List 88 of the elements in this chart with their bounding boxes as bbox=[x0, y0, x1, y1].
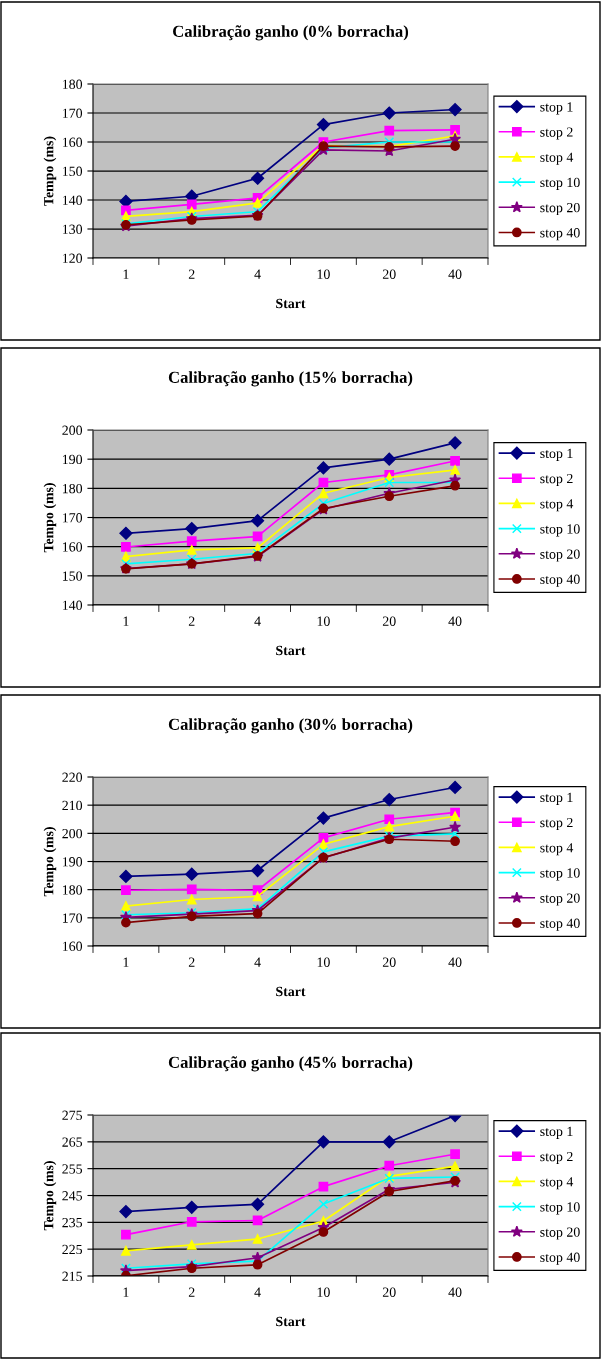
chart-title: Calibração ganho (30% borracha) bbox=[168, 718, 413, 734]
y-tick-label: 235 bbox=[62, 1217, 83, 1228]
legend-label: stop 2 bbox=[540, 817, 573, 831]
y-tick-label: 220 bbox=[62, 772, 83, 782]
x-tick-label: 40 bbox=[448, 616, 462, 626]
legend-label: stop 2 bbox=[540, 473, 573, 487]
legend-label: stop 2 bbox=[540, 1151, 573, 1165]
x-axis-title: Start bbox=[276, 645, 306, 656]
x-tick-label: 40 bbox=[448, 957, 462, 967]
y-tick-label: 140 bbox=[62, 195, 83, 205]
y-tick-label: 180 bbox=[62, 483, 83, 494]
x-tick-label: 1 bbox=[123, 269, 129, 279]
y-tick-label: 150 bbox=[62, 571, 83, 581]
y-tick-label: 190 bbox=[62, 857, 83, 867]
x-tick-label: 40 bbox=[448, 1287, 462, 1297]
x-tick-label: 2 bbox=[188, 957, 195, 967]
y-tick-label: 180 bbox=[62, 885, 83, 895]
y-tick-label: 245 bbox=[62, 1191, 83, 1201]
y-tick-label: 170 bbox=[62, 913, 83, 923]
legend-label: stop 4 bbox=[540, 1177, 574, 1190]
legend-label: stop 10 bbox=[540, 1202, 580, 1215]
x-tick-label: 20 bbox=[382, 1287, 396, 1297]
x-tick-label: 4 bbox=[254, 269, 261, 279]
legend-label: stop 10 bbox=[540, 524, 580, 537]
x-tick-label: 10 bbox=[317, 1287, 330, 1297]
x-tick-label: 4 bbox=[254, 1287, 261, 1297]
x-tick-label: 10 bbox=[317, 616, 330, 626]
y-axis-title: Tempo (ms) bbox=[43, 827, 57, 897]
x-tick-label: 10 bbox=[317, 957, 330, 967]
y-tick-label: 140 bbox=[62, 600, 83, 610]
y-axis-title: Tempo (ms) bbox=[43, 136, 57, 206]
legend-label: stop 2 bbox=[540, 127, 573, 140]
legend-label: stop 20 bbox=[540, 549, 580, 562]
legend-label: stop 1 bbox=[540, 792, 573, 805]
y-tick-label: 190 bbox=[62, 454, 83, 465]
legend-label: stop 40 bbox=[540, 918, 580, 931]
y-axis-title: Tempo (ms) bbox=[43, 483, 57, 553]
y-tick-label: 210 bbox=[62, 800, 83, 811]
y-tick-label: 170 bbox=[62, 108, 83, 118]
legend-label: stop 10 bbox=[540, 177, 580, 190]
x-tick-label: 2 bbox=[188, 269, 195, 279]
y-tick-label: 120 bbox=[62, 253, 83, 263]
y-tick-label: 130 bbox=[62, 224, 83, 234]
legend-label: stop 4 bbox=[540, 843, 574, 856]
legend-label: stop 20 bbox=[540, 1227, 580, 1240]
y-tick-label: 160 bbox=[62, 137, 83, 147]
y-tick-label: 180 bbox=[62, 79, 83, 89]
x-tick-label: 2 bbox=[188, 1287, 195, 1297]
chart-title: Calibração ganho (45% borracha) bbox=[168, 1056, 413, 1072]
x-tick-label: 20 bbox=[382, 616, 396, 626]
legend-label: stop 1 bbox=[540, 102, 573, 115]
x-tick-label: 20 bbox=[382, 957, 396, 967]
legend-label: stop 4 bbox=[540, 499, 574, 512]
y-tick-label: 200 bbox=[62, 828, 83, 839]
legend-label: stop 40 bbox=[540, 1252, 580, 1265]
chart-title: Calibração ganho (0% borracha) bbox=[173, 25, 409, 41]
legend-label: stop 10 bbox=[540, 868, 580, 881]
legend-label: stop 1 bbox=[540, 448, 573, 461]
chart-title: Calibração ganho (15% borracha) bbox=[168, 371, 413, 387]
x-tick-label: 20 bbox=[382, 269, 396, 279]
legend-label: stop 20 bbox=[540, 202, 580, 216]
x-tick-label: 1 bbox=[123, 616, 129, 626]
x-axis-title: Start bbox=[276, 298, 306, 309]
y-tick-label: 225 bbox=[62, 1244, 83, 1255]
y-axis-title: Tempo (ms) bbox=[43, 1161, 57, 1231]
x-tick-label: 4 bbox=[254, 616, 261, 626]
x-axis-title: Start bbox=[276, 1316, 306, 1327]
y-tick-label: 215 bbox=[62, 1271, 83, 1281]
y-tick-label: 150 bbox=[62, 166, 83, 176]
legend-label: stop 40 bbox=[540, 574, 580, 587]
y-tick-label: 160 bbox=[62, 941, 83, 951]
x-tick-label: 1 bbox=[123, 1287, 129, 1297]
x-tick-label: 2 bbox=[188, 616, 195, 626]
y-tick-label: 200 bbox=[62, 425, 83, 435]
y-tick-label: 160 bbox=[62, 542, 83, 552]
y-tick-label: 275 bbox=[62, 1110, 83, 1120]
x-tick-label: 40 bbox=[448, 269, 462, 279]
y-tick-label: 170 bbox=[62, 513, 83, 523]
x-tick-label: 4 bbox=[254, 957, 261, 967]
legend-label: stop 1 bbox=[540, 1126, 573, 1139]
x-tick-label: 10 bbox=[317, 269, 330, 279]
x-axis-title: Start bbox=[276, 986, 306, 997]
legend-label: stop 20 bbox=[540, 893, 580, 906]
legend-label: stop 4 bbox=[540, 152, 574, 165]
y-tick-label: 255 bbox=[62, 1164, 83, 1174]
y-tick-label: 265 bbox=[62, 1137, 83, 1147]
legend-label: stop 40 bbox=[540, 228, 580, 241]
x-tick-label: 1 bbox=[123, 957, 129, 967]
